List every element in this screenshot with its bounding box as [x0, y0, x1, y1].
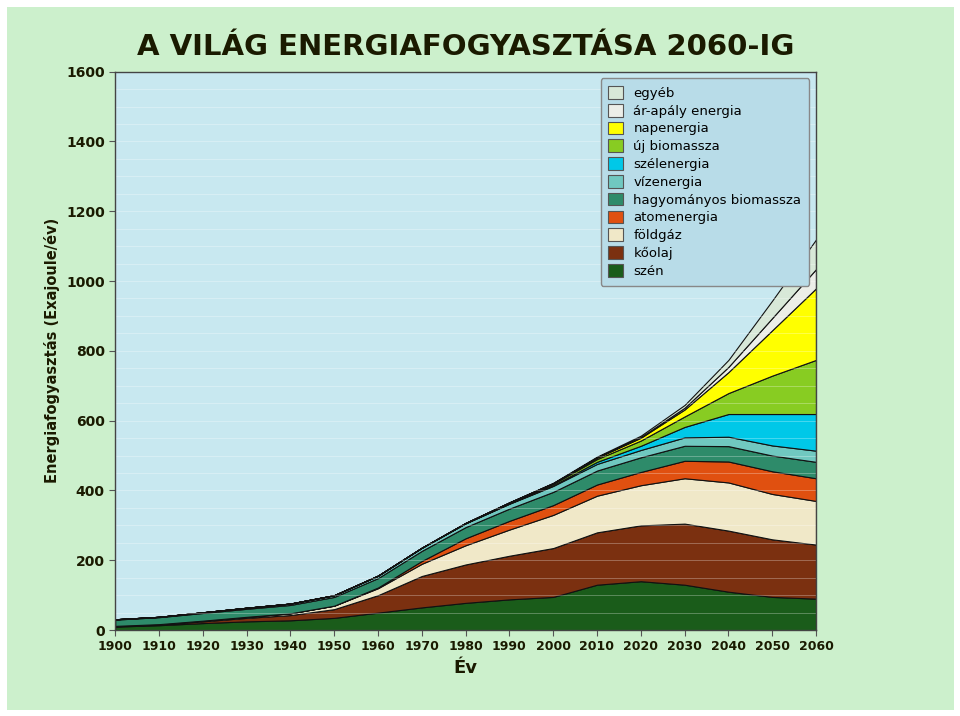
X-axis label: Év: Év [453, 659, 477, 677]
Title: A VILÁG ENERGIAFOGYASZTÁSA 2060-IG: A VILÁG ENERGIAFOGYASZTÁSA 2060-IG [137, 33, 794, 61]
Legend: egyéb, ár-apály energia, napenergia, új biomassza, szélenergia, vízenergia, hagy: egyéb, ár-apály energia, napenergia, új … [601, 78, 809, 286]
Y-axis label: Energiafogyasztás (Exajoule/év): Energiafogyasztás (Exajoule/év) [44, 218, 60, 483]
